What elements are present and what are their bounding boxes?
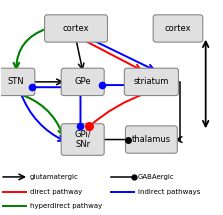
Text: GPi/
SNr: GPi/ SNr [74,130,91,149]
FancyBboxPatch shape [45,15,107,42]
FancyBboxPatch shape [124,68,178,95]
Text: glutamatergic: glutamatergic [29,174,78,180]
FancyBboxPatch shape [61,68,104,95]
FancyBboxPatch shape [0,68,35,95]
Text: indirect pathways: indirect pathways [138,189,200,195]
Text: STN: STN [8,77,25,86]
FancyBboxPatch shape [61,124,104,155]
Text: GPe: GPe [74,77,91,86]
Text: cortex: cortex [165,24,191,33]
Text: thalamus: thalamus [132,135,171,144]
Text: GABAergic: GABAergic [138,174,175,180]
Text: striatum: striatum [134,77,169,86]
Text: cortex: cortex [63,24,89,33]
Text: direct pathway: direct pathway [29,189,82,195]
FancyBboxPatch shape [126,126,177,153]
FancyBboxPatch shape [153,15,203,42]
Text: hyperdirect pathway: hyperdirect pathway [29,203,102,209]
